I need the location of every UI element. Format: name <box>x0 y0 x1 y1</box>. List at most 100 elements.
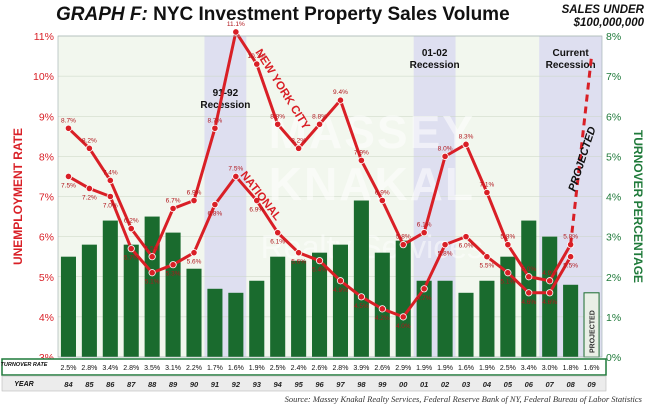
year-cell: 06 <box>525 380 534 389</box>
data-label: 6.1% <box>417 222 432 229</box>
data-label: 7.5% <box>61 182 76 189</box>
data-label: 8.3% <box>459 133 474 140</box>
turnover-bar <box>60 256 76 357</box>
left-tick-label: 4% <box>39 312 54 324</box>
turnover-rate-cell: 1.6% <box>458 365 474 372</box>
left-tick-label: 5% <box>39 272 54 284</box>
year-cell: 93 <box>253 380 262 389</box>
title-prefix: GRAPH F: <box>56 4 148 25</box>
turnover-bar <box>374 252 390 357</box>
source-note: Source: Massey Knakal Realty Services, F… <box>284 394 642 404</box>
data-label: 6.0% <box>459 243 474 250</box>
series-point <box>85 144 93 152</box>
left-tick-label: 11% <box>34 31 54 43</box>
data-label: 8.0% <box>438 145 453 152</box>
left-tick-label: 8% <box>39 151 54 163</box>
turnover-bar <box>353 200 369 357</box>
data-label: 7.2% <box>82 194 97 201</box>
series-point <box>295 249 303 257</box>
data-label: 6.7% <box>166 198 181 205</box>
year-cell: 88 <box>148 380 157 389</box>
turnover-bar <box>416 280 432 357</box>
turnover-rate-cell: 3.9% <box>353 365 369 372</box>
data-label: 6.1% <box>270 239 285 246</box>
turnover-rate-cell: 1.9% <box>479 365 495 372</box>
turnover-rate-cell: 3.1% <box>165 365 181 372</box>
data-label: 8.8% <box>312 113 327 120</box>
year-cell: 04 <box>483 380 492 389</box>
year-cell: 84 <box>64 380 73 389</box>
corner-note-line2: $100,000,000 <box>573 17 644 29</box>
series-point <box>567 253 575 261</box>
series-point <box>483 253 491 261</box>
series-point <box>504 269 512 277</box>
data-label: 4.9% <box>333 287 348 294</box>
recession-label: 91-92 <box>213 88 239 99</box>
series-point <box>525 289 533 297</box>
data-label: 6.8% <box>208 211 223 218</box>
turnover-rate-cell: 2.5% <box>500 365 516 372</box>
turnover-rate-cell: 2.9% <box>395 365 411 372</box>
right-tick-label: 4% <box>606 192 621 204</box>
turnover-rate-cell: 3.4% <box>521 365 537 372</box>
turnover-bar <box>249 280 265 357</box>
series-point <box>546 277 554 285</box>
turnover-bar <box>228 292 244 357</box>
year-row <box>1 375 607 392</box>
turnover-bar <box>521 220 537 357</box>
plot-border <box>57 35 603 358</box>
series-point <box>190 249 198 257</box>
data-label: 4.7% <box>417 295 432 302</box>
turnover-rate-cell: 1.8% <box>563 365 579 372</box>
right-tick-label: 5% <box>606 151 621 163</box>
series-point <box>462 140 470 148</box>
series-point <box>253 60 261 68</box>
turnover-rate-cell: 2.8% <box>332 365 348 372</box>
data-label: 5.6% <box>187 259 202 266</box>
recession-label: Recession <box>200 100 250 111</box>
turnover-bar <box>144 216 160 357</box>
data-label: 11.1% <box>227 21 245 28</box>
series-point <box>336 277 345 285</box>
turnover-rate-cell: 2.8% <box>123 365 139 372</box>
turnover-rate-cell: 1.9% <box>249 365 265 372</box>
turnover-bar <box>458 292 474 357</box>
series-point <box>169 261 177 269</box>
data-label: 7.5% <box>228 165 243 172</box>
series-point <box>315 257 324 265</box>
turnover-bar <box>207 288 223 357</box>
turnover-rate-cell: 3.5% <box>144 365 160 372</box>
series-point <box>232 172 240 181</box>
series-point <box>274 120 282 128</box>
data-label: 8.7% <box>208 117 223 124</box>
series-point <box>378 196 386 205</box>
turnover-bar <box>291 260 307 357</box>
left-tick-label: 9% <box>39 111 54 123</box>
turnover-row <box>1 358 607 376</box>
data-label: 4.5% <box>354 303 369 310</box>
data-label: 5.8% <box>500 234 515 241</box>
data-label: 9.4% <box>333 89 348 96</box>
right-axis-title: TURNOVER PERCENTAGE <box>631 130 645 283</box>
series-point <box>232 28 240 36</box>
year-cell: 92 <box>232 380 241 389</box>
series-point <box>106 192 114 201</box>
year-cell: 05 <box>504 380 513 389</box>
turnover-bar <box>500 256 516 357</box>
year-cell: 87 <box>127 380 136 389</box>
turnover-rate-cell: 2.4% <box>291 365 307 372</box>
turnover-bar <box>270 256 286 357</box>
data-label: 5.0% <box>521 266 536 273</box>
series-point <box>357 156 365 164</box>
data-label: 7.9% <box>354 149 369 156</box>
data-label: 4.9% <box>542 270 557 277</box>
data-label: 4.6% <box>521 299 536 306</box>
series-point <box>315 120 324 128</box>
turnover-rate-cell: 1.6% <box>228 365 244 372</box>
data-label: 5.8% <box>438 251 453 258</box>
series-point <box>483 188 491 197</box>
data-label: 7.4% <box>103 169 118 176</box>
turnover-bar <box>542 236 558 357</box>
right-tick-label: 6% <box>606 111 621 123</box>
